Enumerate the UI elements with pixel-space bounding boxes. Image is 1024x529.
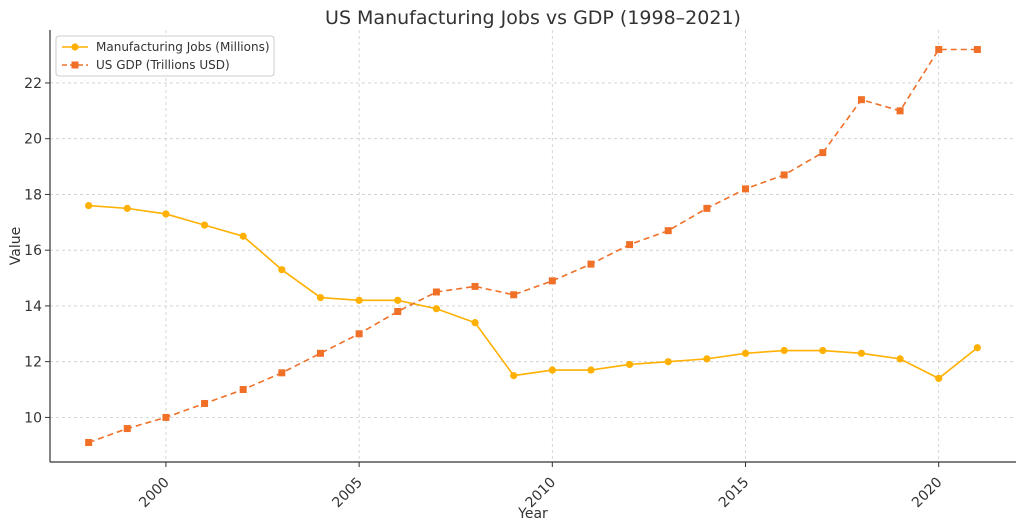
data-point	[432, 288, 440, 296]
data-point	[123, 425, 131, 433]
data-point	[741, 349, 750, 357]
data-point	[432, 305, 440, 313]
data-point	[587, 260, 595, 268]
data-point	[896, 355, 904, 363]
data-point	[973, 344, 981, 352]
data-point	[278, 369, 286, 377]
data-point	[819, 346, 827, 355]
data-point	[819, 149, 827, 157]
data-point	[935, 46, 943, 54]
data-point	[162, 413, 170, 421]
legend-label-2: US GDP (Trillions USD)	[96, 58, 230, 72]
data-point	[510, 291, 518, 299]
data-point	[200, 221, 209, 229]
data-point	[664, 358, 672, 366]
data-point	[316, 293, 325, 302]
data-point	[703, 204, 711, 212]
x-tick-label: 2000	[136, 475, 173, 512]
data-point	[626, 241, 634, 249]
data-point	[394, 307, 402, 315]
legend-box	[55, 35, 275, 77]
y-axis-label: Value	[8, 227, 24, 265]
axes	[45, 30, 1016, 467]
y-tick-label: 10	[24, 410, 42, 426]
data-point	[780, 171, 788, 179]
data-point	[123, 204, 131, 212]
data-point	[510, 372, 518, 380]
legend-marker-1	[71, 43, 79, 51]
data-point	[239, 232, 247, 240]
y-tick-label: 14	[24, 299, 42, 315]
data-point	[626, 360, 634, 369]
data-point	[780, 346, 788, 355]
data-point	[742, 185, 750, 193]
x-tick-label: 2020	[909, 475, 946, 512]
data-point	[85, 438, 93, 446]
data-point	[239, 386, 247, 394]
data-point	[201, 399, 209, 407]
data-point	[471, 282, 479, 290]
series-line-1	[88, 204, 978, 380]
legend-marker-2	[71, 61, 79, 69]
data-point	[355, 330, 363, 338]
y-tick-label: 20	[24, 132, 42, 148]
data-point	[973, 46, 981, 54]
data-point	[316, 349, 324, 357]
legend: Manufacturing Jobs (Millions) US GDP (Tri…	[55, 35, 275, 77]
data-point	[587, 366, 595, 374]
data-point	[355, 296, 363, 304]
data-point	[471, 319, 479, 327]
x-axis-label: Year	[517, 506, 548, 522]
y-tick-label: 22	[24, 76, 42, 92]
y-tick-label: 16	[24, 243, 42, 259]
data-point	[703, 355, 711, 363]
data-point	[935, 374, 943, 382]
x-tick-label: 2005	[329, 475, 366, 512]
y-tick-label: 18	[24, 187, 42, 203]
data-point	[394, 296, 402, 304]
x-tick-label: 2015	[716, 475, 753, 512]
series	[85, 46, 981, 446]
legend-label-1: Manufacturing Jobs (Millions)	[96, 40, 270, 54]
data-point	[85, 201, 93, 210]
data-point	[548, 277, 556, 285]
data-point	[162, 210, 170, 218]
data-point	[664, 227, 672, 235]
data-point	[548, 366, 556, 374]
data-point	[278, 266, 286, 274]
data-point	[857, 349, 866, 357]
data-point	[857, 96, 865, 104]
y-tick-label: 12	[24, 355, 42, 371]
chart-title: US Manufacturing Jobs vs GDP (1998–2021)	[325, 7, 741, 29]
series-line-2	[88, 48, 978, 444]
data-point	[896, 107, 904, 115]
grid	[50, 30, 1016, 462]
